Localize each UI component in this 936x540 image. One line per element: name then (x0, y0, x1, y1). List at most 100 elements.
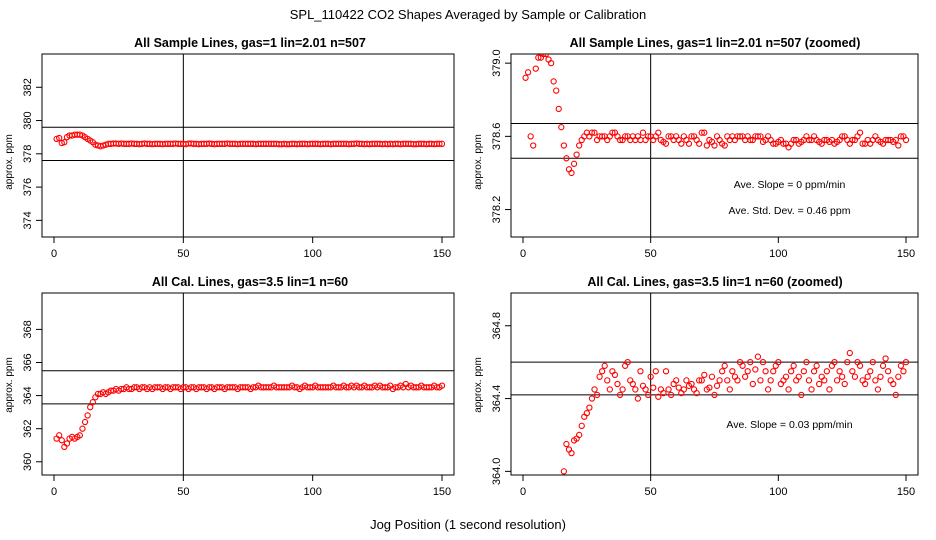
data-point (726, 386, 733, 393)
data-point (831, 359, 838, 366)
data-point (611, 371, 619, 379)
y-tick-label: 364 (22, 386, 34, 404)
data-point (884, 368, 892, 375)
data-point (698, 129, 705, 136)
data-point (823, 368, 830, 375)
data-point (861, 380, 869, 388)
data-point (576, 431, 583, 439)
data-point (696, 140, 703, 147)
data-point (680, 386, 688, 393)
data-point (89, 399, 96, 406)
data-point (588, 129, 596, 136)
data-point (713, 382, 721, 389)
y-tick-label: 378.2 (491, 196, 503, 224)
data-point (721, 142, 728, 149)
data-point (701, 129, 708, 136)
data-point (872, 377, 879, 384)
annotation-text: Ave. Std. Dev. = 0.46 ppm (729, 205, 851, 217)
data-point (851, 373, 859, 380)
data-point (892, 391, 899, 399)
x-tick-label: 100 (303, 248, 321, 260)
data-point (841, 380, 848, 388)
data-point (805, 136, 813, 144)
data-point (708, 373, 716, 380)
data-point (736, 133, 744, 140)
data-point (895, 142, 902, 149)
data-point (553, 87, 560, 94)
data-point (785, 386, 792, 393)
figure-x-label: Jog Position (1 second resolution) (370, 517, 566, 532)
data-point (698, 377, 705, 384)
data-point (76, 432, 84, 439)
data-point (770, 368, 777, 375)
panel-title: All Sample Lines, gas=1 lin=2.01 n=507 (… (570, 36, 861, 50)
y-axis-label: approx. ppm (4, 134, 15, 190)
data-point (624, 359, 631, 366)
x-tick-label: 150 (897, 486, 915, 498)
data-point (542, 54, 550, 58)
panel-title: All Cal. Lines, gas=3.5 lin=1 n=60 (zoom… (587, 275, 842, 289)
data-point (583, 409, 590, 417)
data-point (560, 468, 568, 475)
x-tick-label: 150 (433, 486, 451, 498)
data-point (844, 359, 851, 366)
data-point (570, 160, 578, 167)
data-point (739, 362, 746, 369)
x-tick-label: 150 (433, 248, 451, 260)
data-point (795, 373, 802, 380)
data-point (586, 404, 593, 411)
figure-title: SPL_110422 CO2 Shapes Averaged by Sample… (290, 7, 647, 22)
x-tick-label: 50 (645, 486, 657, 498)
plot-frame (510, 292, 919, 476)
y-tick-label: 364.8 (491, 312, 503, 340)
y-tick-label: 360 (22, 453, 34, 471)
data-point (856, 129, 864, 136)
data-point (596, 373, 603, 380)
data-point (555, 105, 562, 113)
data-point (688, 380, 695, 388)
x-tick-label: 50 (177, 486, 189, 498)
data-point (744, 368, 751, 375)
data-point (688, 133, 695, 140)
data-point (56, 134, 63, 142)
data-point (747, 136, 754, 144)
data-point (787, 368, 795, 375)
data-point (869, 359, 876, 366)
data-point (849, 368, 856, 375)
data-point (821, 377, 828, 384)
plot-frame (41, 53, 455, 238)
data-point (826, 386, 833, 393)
data-point (532, 65, 539, 72)
data-point (734, 377, 741, 384)
data-point (711, 142, 718, 149)
data-point (839, 373, 846, 380)
data-point (662, 140, 670, 147)
data-point (616, 391, 624, 399)
data-point (578, 422, 585, 430)
data-point (540, 54, 547, 58)
data-point (642, 386, 649, 393)
plot-frame (510, 53, 919, 238)
data-point (798, 391, 805, 399)
data-point (775, 359, 782, 366)
data-point (790, 136, 797, 144)
data-point (741, 373, 749, 380)
x-tick-label: 50 (177, 248, 189, 260)
data-point (634, 395, 642, 402)
data-point (599, 368, 606, 375)
data-point (864, 373, 871, 380)
y-tick-label: 379.0 (491, 49, 503, 77)
y-tick-label: 368 (22, 320, 34, 338)
data-point (759, 359, 767, 366)
data-point (87, 404, 94, 411)
data-point (897, 133, 905, 140)
data-point (849, 136, 856, 144)
annotation-text: Ave. Slope = 0.03 ppm/min (726, 419, 852, 431)
data-point (877, 373, 884, 380)
data-point (84, 412, 91, 419)
data-point (604, 377, 611, 384)
data-point (859, 140, 866, 147)
data-point (780, 140, 787, 147)
data-point (839, 133, 846, 140)
